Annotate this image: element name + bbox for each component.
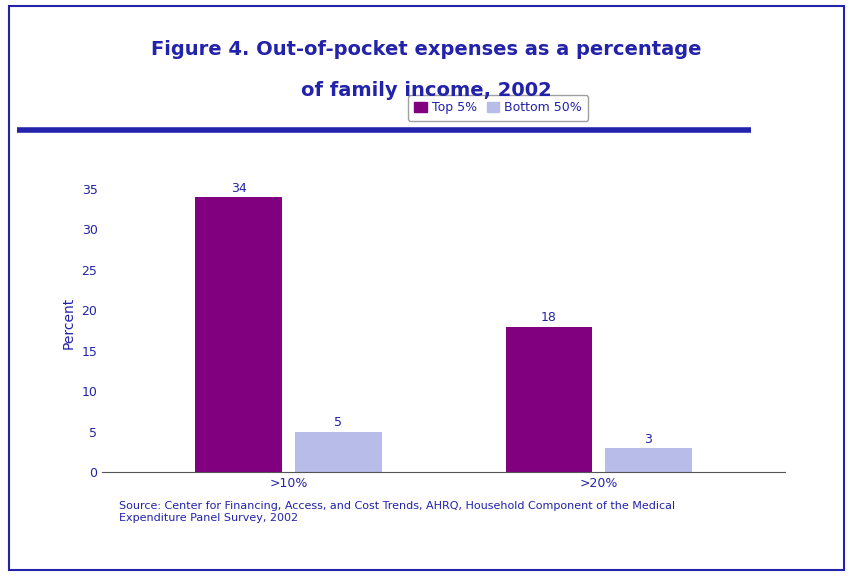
Bar [195, 197, 282, 472]
Bar [294, 432, 381, 472]
Text: Source: Center for Financing, Access, and Cost Trends, AHRQ, Household Component: Source: Center for Financing, Access, an… [119, 501, 675, 523]
Bar [505, 327, 592, 472]
Text: of family income, 2002: of family income, 2002 [301, 81, 551, 100]
Bar [604, 448, 691, 472]
Text: 18: 18 [540, 311, 556, 324]
Text: 5: 5 [334, 416, 342, 430]
Text: Figure 4. Out-of-pocket expenses as a percentage: Figure 4. Out-of-pocket expenses as a pe… [151, 40, 701, 59]
Legend: Top 5%, Bottom 50%: Top 5%, Bottom 50% [407, 95, 588, 121]
Text: 34: 34 [231, 181, 246, 195]
Text: 3: 3 [643, 433, 652, 446]
Y-axis label: Percent: Percent [62, 297, 76, 348]
